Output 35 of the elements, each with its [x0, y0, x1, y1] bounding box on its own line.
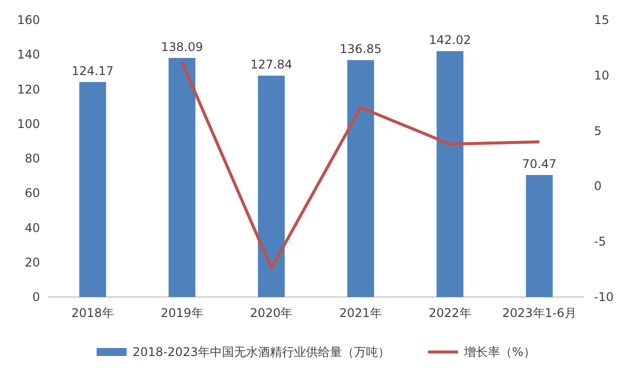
- y2-tick-label: 0: [594, 179, 602, 194]
- y2-tick-label: 10: [594, 68, 610, 82]
- data-label: 138.09: [161, 40, 203, 54]
- x-tick-label: 2023年1-6月: [502, 306, 576, 320]
- y-tick-label: 100: [17, 116, 40, 131]
- x-tick-label: 2018年: [71, 306, 114, 320]
- data-label: 124.17: [72, 64, 114, 78]
- x-tick-label: 2021年: [339, 306, 382, 320]
- y-tick-label: 0: [32, 290, 40, 304]
- legend-label: 2018-2023年中国无水酒精行业供给量（万吨）: [132, 345, 390, 359]
- bar: [79, 82, 106, 297]
- y2-tick-label: -10: [594, 290, 614, 304]
- legend-label: 增长率（%）: [463, 345, 536, 359]
- bar: [258, 76, 285, 297]
- y2-tick-label: 15: [594, 13, 610, 27]
- y2-tick-label: 5: [594, 124, 602, 138]
- data-label: 142.02: [429, 33, 471, 48]
- bar: [347, 60, 374, 297]
- bar: [168, 58, 196, 297]
- y2-tick-label: -5: [594, 234, 606, 249]
- y-tick-label: 80: [24, 152, 40, 166]
- y-tick-label: 160: [17, 13, 40, 27]
- bar: [526, 175, 553, 297]
- y-tick-label: 140: [17, 48, 40, 62]
- data-label: 70.47: [522, 157, 557, 171]
- data-label: 127.84: [250, 58, 292, 72]
- y-tick-label: 120: [17, 82, 40, 96]
- y-tick-label: 40: [24, 220, 40, 235]
- x-tick-label: 2020年: [250, 306, 293, 320]
- x-tick-label: 2022年: [428, 306, 472, 320]
- x-tick-label: 2019年: [160, 306, 204, 320]
- data-label: 136.85: [340, 42, 382, 56]
- bar: [436, 51, 464, 297]
- y-tick-label: 20: [24, 255, 40, 270]
- y-tick-label: 60: [24, 186, 40, 200]
